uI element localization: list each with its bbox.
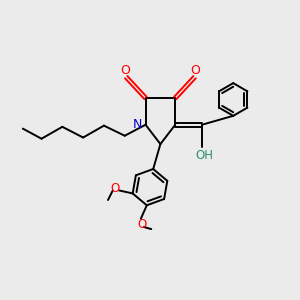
Text: O: O: [110, 182, 119, 196]
Text: OH: OH: [195, 148, 213, 162]
Text: O: O: [190, 64, 200, 77]
Text: O: O: [137, 218, 146, 231]
Text: N: N: [133, 118, 142, 131]
Text: O: O: [121, 64, 130, 77]
